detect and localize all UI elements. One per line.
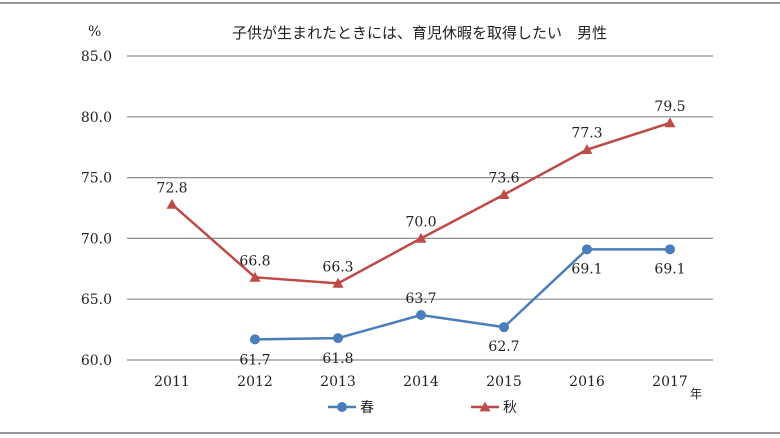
data-label: 70.0 [405,214,436,230]
x-tick-label: 2012 [237,374,273,390]
data-label: 66.3 [322,259,353,275]
data-point-marker [249,271,261,282]
data-point-marker [415,232,427,243]
data-label: 73.6 [488,171,519,187]
x-tick-label: 2014 [403,374,439,390]
data-point-marker [333,333,343,344]
x-axis-unit: 年 [690,387,702,401]
chart-title: 子供が生まれたときには、育児休暇を取得したい 男性 [232,24,607,42]
data-label: 66.8 [239,253,270,269]
x-tick-label: 2015 [486,374,522,390]
data-label: 69.1 [654,261,685,277]
data-point-marker [582,244,592,255]
x-tick-label: 2016 [569,374,605,390]
data-label: 62.7 [488,339,519,355]
legend-label: 秋 [503,400,517,416]
data-label: 63.7 [405,291,436,307]
legend-label: 春 [360,400,374,416]
series-line-春 [254,248,670,341]
y-tick-label: 85.0 [81,49,112,65]
data-label: 72.8 [156,180,187,196]
data-point-marker [499,322,509,333]
data-point-marker [250,334,260,345]
y-tick-label: 70.0 [81,231,112,247]
legend-marker [479,401,491,412]
y-tick-label: 65.0 [81,292,112,308]
x-tick-label: 2011 [154,374,190,390]
data-label: 77.3 [571,126,602,142]
y-tick-label: 75.0 [81,171,112,187]
data-point-marker [664,117,676,128]
data-label: 79.5 [654,99,685,115]
data-point-marker [665,244,675,255]
data-point-marker [166,198,178,209]
x-tick-label: 2017 [652,374,688,390]
x-tick-label: 2013 [320,374,356,390]
data-point-marker [498,189,510,200]
legend-marker [337,402,347,412]
data-point-marker [416,310,426,321]
data-label: 61.8 [322,351,353,367]
data-label: 69.1 [571,261,602,277]
data-label: 61.7 [239,352,270,368]
y-axis-unit: % [88,24,101,40]
y-tick-label: 80.0 [81,110,112,126]
data-point-marker [332,277,344,288]
y-tick-label: 60.0 [81,353,112,369]
data-point-marker [581,144,593,155]
